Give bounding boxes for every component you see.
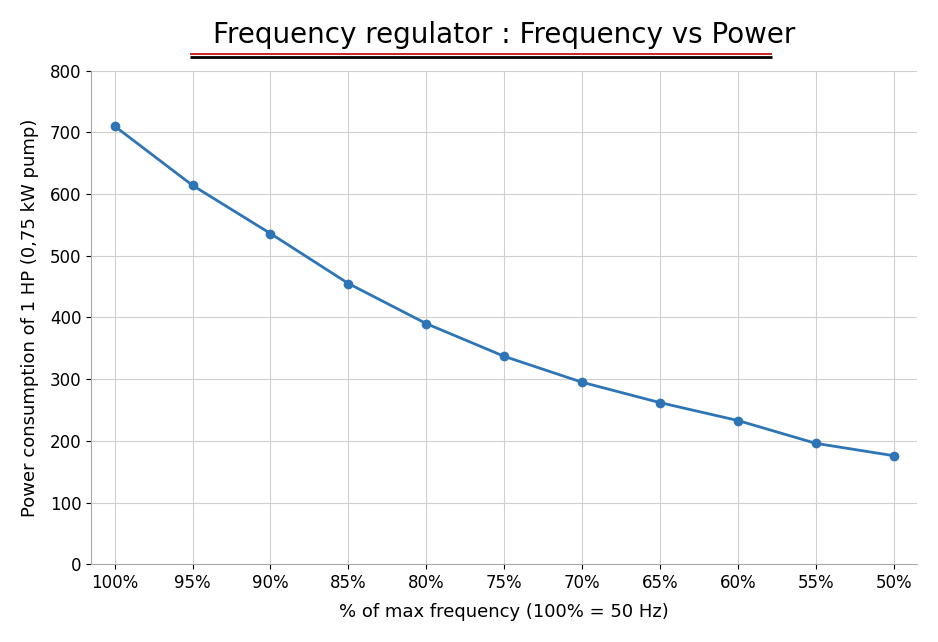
Y-axis label: Power consumption of 1 HP (0,75 kW pump): Power consumption of 1 HP (0,75 kW pump): [21, 118, 38, 517]
X-axis label: % of max frequency (100% = 50 Hz): % of max frequency (100% = 50 Hz): [340, 603, 669, 621]
Title: Frequency regulator : Frequency vs Power: Frequency regulator : Frequency vs Power: [213, 21, 795, 49]
